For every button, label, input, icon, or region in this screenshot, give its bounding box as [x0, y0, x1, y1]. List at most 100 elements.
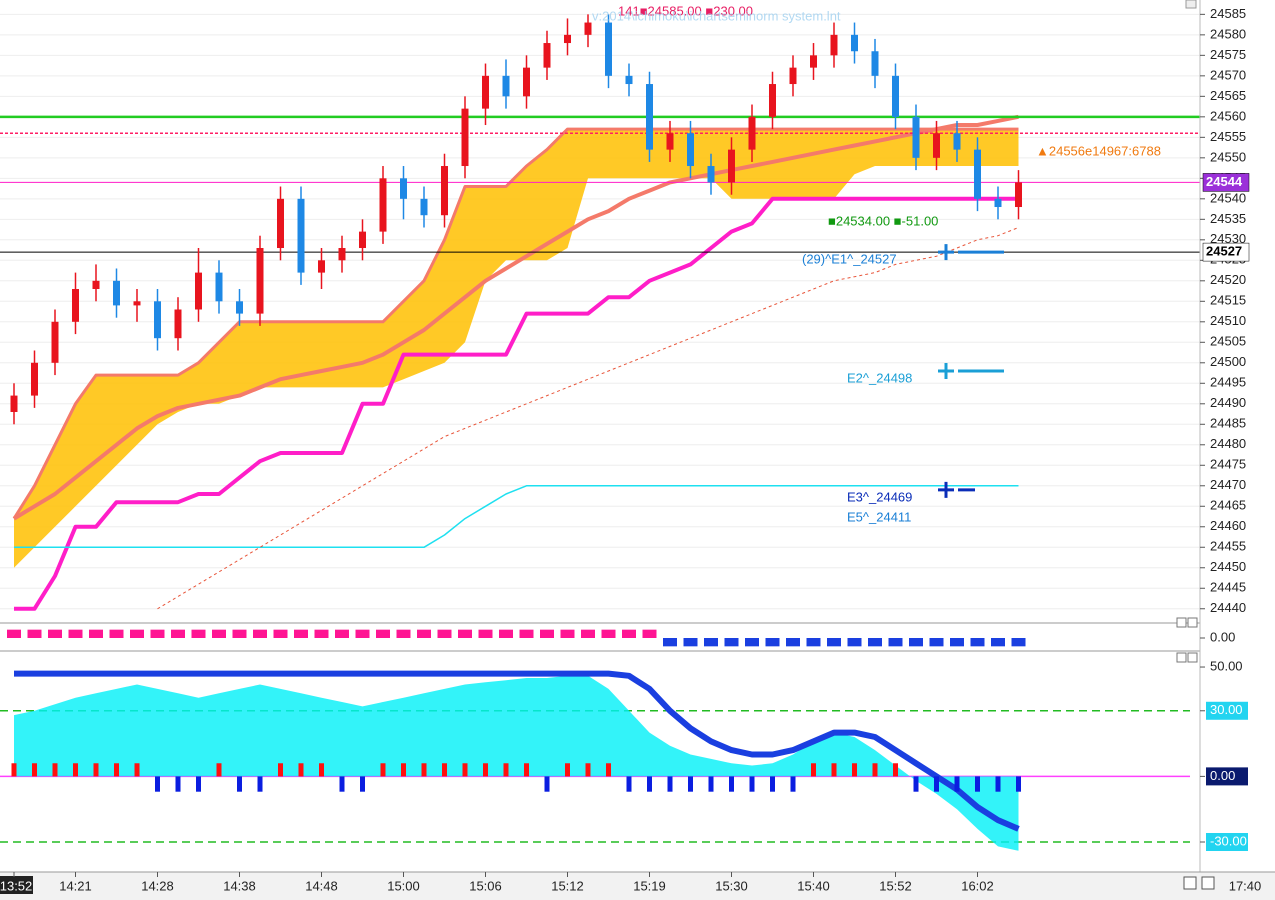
y-tick-label: 24540	[1210, 190, 1246, 205]
candle-body	[871, 51, 879, 76]
pane-button[interactable]	[1187, 652, 1198, 663]
histogram-bar	[540, 629, 554, 638]
annotation: (29)^E1^_24527	[802, 252, 897, 267]
histogram-bar	[278, 763, 283, 777]
y-tick-label: 24505	[1210, 334, 1246, 349]
histogram-bar	[888, 638, 903, 647]
histogram-bar	[109, 629, 124, 638]
histogram-bar	[581, 629, 595, 638]
histogram-bar	[868, 638, 882, 647]
pane-button[interactable]	[1176, 652, 1187, 663]
zoom-button[interactable]	[1183, 876, 1197, 890]
candle-body	[133, 301, 141, 306]
candle-body	[236, 301, 243, 314]
histogram-bar	[929, 638, 944, 647]
candle-body	[379, 178, 387, 232]
x-tick-label: 15:00	[387, 878, 420, 893]
histogram-bar	[524, 763, 529, 777]
histogram-bar	[237, 776, 242, 792]
histogram-bar	[708, 776, 714, 792]
y-tick-label: 24575	[1210, 47, 1246, 62]
y-tick-label: 24465	[1210, 498, 1246, 513]
histogram-bar	[401, 763, 406, 777]
candle-body	[851, 34, 858, 52]
candle-body	[297, 198, 305, 273]
x-tick-label: 15:30	[715, 878, 748, 893]
scroll-button[interactable]	[1185, 0, 1197, 9]
histogram-bar	[232, 629, 247, 638]
candle-body	[215, 272, 223, 302]
y-tick-label: 24565	[1210, 88, 1246, 103]
pane-button[interactable]	[1176, 617, 1187, 628]
pane-button[interactable]	[1187, 617, 1198, 628]
histogram-bar	[298, 763, 304, 777]
candle-body	[523, 67, 530, 97]
histogram-bar	[560, 629, 575, 638]
candle-body	[92, 280, 100, 290]
y-tick-label: 24470	[1210, 477, 1246, 492]
histogram-bar	[544, 776, 550, 792]
candle-body	[912, 116, 920, 158]
y-tick-label: 24460	[1210, 518, 1246, 533]
histogram-bar	[478, 629, 493, 638]
candle-body	[195, 272, 202, 310]
y-tick-label: 24455	[1210, 539, 1246, 554]
histogram-bar	[360, 776, 365, 792]
histogram-bar	[770, 776, 775, 792]
x-tick-label: 15:40	[797, 878, 830, 893]
histogram-bar	[319, 763, 324, 777]
histogram-bar	[130, 629, 144, 638]
candle-body	[154, 301, 161, 339]
price-tag	[1202, 173, 1250, 192]
candle-body	[461, 108, 469, 167]
histogram-bar	[437, 629, 452, 638]
y-tick-label: 24550	[1210, 149, 1246, 164]
histogram-bar	[683, 638, 698, 647]
y-tick-label: 24475	[1210, 457, 1246, 472]
candle-body	[482, 75, 489, 109]
histogram-bar	[950, 638, 964, 647]
histogram-bar	[335, 629, 349, 638]
zoom-button[interactable]	[1201, 876, 1215, 890]
histogram-bar	[442, 763, 447, 777]
histogram-bar	[688, 776, 693, 792]
candle-body	[789, 67, 797, 85]
y-tick-label: 24510	[1210, 313, 1246, 328]
candle-body	[10, 395, 18, 412]
histogram-bar	[52, 763, 58, 777]
histogram-bar	[421, 763, 427, 777]
candle-body	[810, 55, 817, 68]
y-tick-label: 24480	[1210, 436, 1246, 451]
histogram-bar	[811, 763, 816, 777]
candle-body	[728, 149, 735, 183]
candle-body	[933, 133, 940, 158]
histogram-bar	[975, 776, 980, 792]
system-name: v:2014\ichimoku\ichartseminorm system.ln…	[592, 8, 841, 23]
histogram-bar	[396, 629, 411, 638]
candle-body	[666, 133, 674, 150]
price-tag	[1202, 242, 1250, 262]
candle-body	[113, 280, 120, 306]
histogram-bar	[27, 629, 42, 638]
candle-body	[830, 34, 838, 56]
price-tag-label: 24527	[1206, 244, 1242, 259]
candle-body	[256, 248, 264, 314]
first-time-box	[0, 876, 33, 894]
histogram-bar	[663, 638, 677, 647]
y-tick-label: 24580	[1210, 26, 1246, 41]
histogram-bar	[48, 629, 62, 638]
histogram-bar	[909, 638, 923, 647]
candle-body	[769, 84, 776, 117]
candle-body	[277, 198, 284, 249]
histogram-bar	[68, 629, 83, 638]
histogram-bar	[565, 763, 570, 777]
histogram-bar	[519, 629, 534, 638]
y-tick-label: 0.00	[1210, 629, 1235, 644]
histogram-bar	[827, 638, 841, 647]
annotation: E2^_24498	[847, 370, 912, 385]
histogram-bar	[745, 638, 759, 647]
end-time: 17:40	[1229, 878, 1262, 893]
tick-box	[1206, 701, 1248, 720]
histogram-bar	[954, 776, 960, 792]
